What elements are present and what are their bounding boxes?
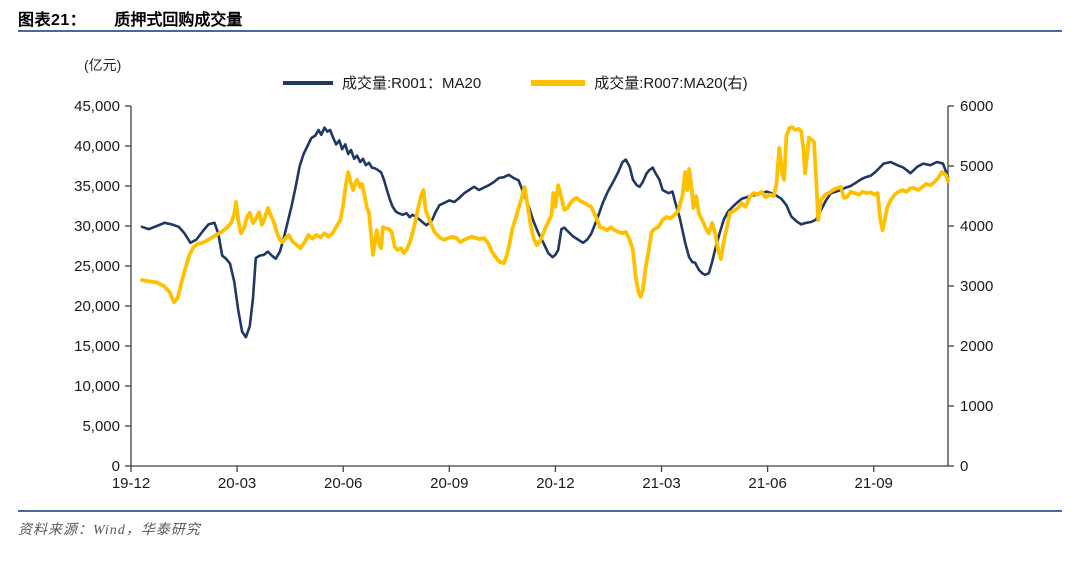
left-axis-tick-label: 20,000 — [74, 298, 120, 315]
chart-legend: 成交量:R001：MA20 成交量:R007:MA20(右) — [283, 72, 748, 93]
left-axis-tick-label: 30,000 — [74, 218, 120, 235]
right-axis-tick-label: 3000 — [960, 278, 993, 295]
left-axis-unit-label: (亿元) — [84, 57, 122, 73]
right-axis-tick-label: 5000 — [960, 158, 993, 175]
x-axis-tick-label: 20-06 — [324, 475, 362, 492]
right-axis-tick-label: 4000 — [960, 218, 993, 235]
footer-divider-rule — [18, 510, 1062, 512]
r007-line-swatch-icon — [531, 79, 586, 86]
left-axis-tick-label: 5,000 — [82, 418, 120, 435]
x-axis-tick-label: 21-03 — [642, 475, 680, 492]
left-axis-tick-label: 15,000 — [74, 338, 120, 355]
legend-item-r001: 成交量:R001：MA20 — [283, 72, 481, 93]
left-axis-tick-label: 45,000 — [74, 98, 120, 115]
figure-title-row: 图表21： 质押式回购成交量 — [18, 6, 242, 30]
x-axis-tick-label: 20-03 — [218, 475, 256, 492]
right-axis-tick-label: 2000 — [960, 338, 993, 355]
left-axis-tick-label: 10,000 — [74, 378, 120, 395]
right-axis-tick-label: 0 — [960, 458, 968, 475]
figure-title: 质押式回购成交量 — [114, 12, 243, 29]
left-axis-tick-label: 40,000 — [74, 138, 120, 155]
x-axis-tick-label: 21-09 — [855, 475, 893, 492]
left-axis-tick-label: 35,000 — [74, 178, 120, 195]
x-axis-tick-label: 20-09 — [430, 475, 468, 492]
data-source-note: 资料来源：Wind，华泰研究 — [18, 523, 201, 538]
x-axis-tick-label: 19-12 — [112, 475, 150, 492]
figure-number-label: 图表21： — [18, 12, 87, 29]
left-axis-tick-label: 25,000 — [74, 258, 120, 275]
legend-label-r007: 成交量:R007:MA20(右) — [594, 75, 748, 92]
title-divider-rule — [18, 30, 1062, 32]
legend-label-r001: 成交量:R001：MA20 — [342, 75, 482, 92]
right-axis-tick-label: 6000 — [960, 98, 993, 115]
x-axis-tick-label: 21-06 — [748, 475, 786, 492]
x-axis-tick-label: 20-12 — [536, 475, 574, 492]
r007-ma20-line — [140, 125, 950, 305]
right-axis-tick-label: 1000 — [960, 398, 993, 415]
r001-line-swatch-icon — [283, 80, 333, 85]
left-axis-tick-label: 0 — [112, 458, 120, 475]
legend-item-r007: 成交量:R007:MA20(右) — [531, 72, 748, 93]
